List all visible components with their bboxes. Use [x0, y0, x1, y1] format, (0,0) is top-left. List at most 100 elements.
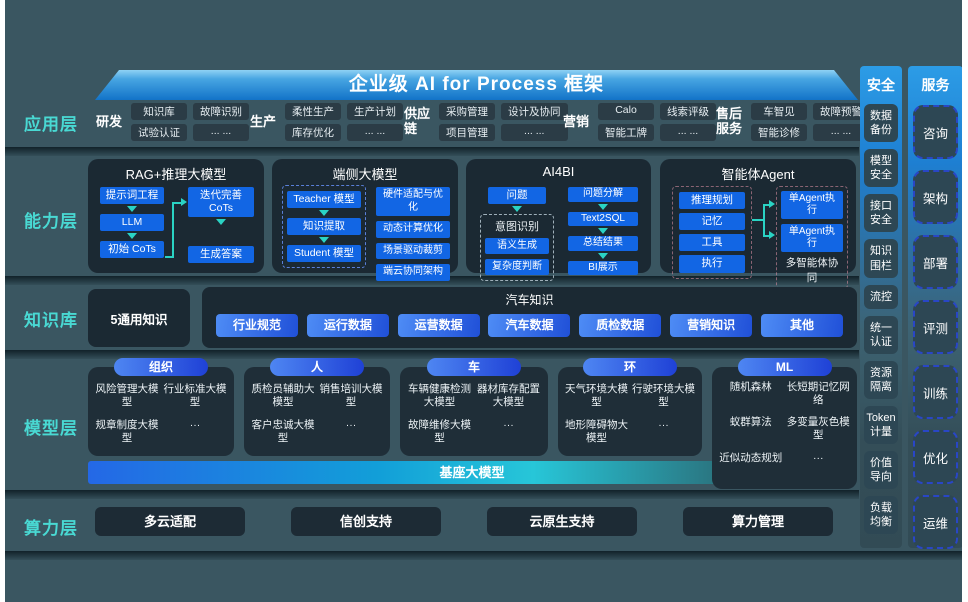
app-function-chip[interactable]: ... ...: [501, 124, 568, 141]
service-item[interactable]: 运维: [913, 495, 958, 549]
compute-button-row: 多云适配 信创支持 云原生支持 算力管理: [95, 507, 833, 536]
multi-agent-label: 多智能体协同: [785, 257, 839, 284]
flow-step-button[interactable]: 迭代完善CoTs: [188, 187, 254, 218]
flow-step-button[interactable]: BI展示: [568, 260, 638, 275]
multi-agent-group: 单Agent执行 单Agent执行 多智能体协同: [776, 186, 848, 289]
edge-optimization-list: 硬件适配与优化动态计算优化 场景驱动裁剪 端云协同架构: [376, 187, 450, 281]
question-button[interactable]: 问题: [488, 187, 546, 205]
model-group-pill: 车: [427, 358, 521, 376]
security-item[interactable]: 价值导向: [864, 451, 898, 490]
service-item[interactable]: 训练: [913, 365, 958, 419]
knowledge-button-row: 行业规范 运行数据 运营数据 汽车数据 质检数据 营销知识 其他: [202, 308, 857, 337]
flow-step-button[interactable]: Text2SQL: [568, 211, 638, 226]
single-agent-exec-button[interactable]: 单Agent执行: [781, 224, 843, 252]
page-margin-right: [962, 0, 968, 602]
arrow-down-icon: [598, 252, 608, 259]
security-item[interactable]: 接口安全: [864, 194, 898, 233]
model-group-pill: 组织: [114, 358, 208, 376]
layer-divider: [5, 350, 859, 359]
knowledge-category-button[interactable]: 运行数据: [306, 314, 389, 337]
service-item[interactable]: 咨询: [913, 105, 958, 159]
edge-optimization-button[interactable]: 动态计算优化: [376, 221, 450, 238]
agent-component-button[interactable]: 记忆: [679, 213, 745, 231]
app-function-chip[interactable]: 试验认证: [131, 124, 187, 141]
security-item[interactable]: 流控: [864, 284, 898, 309]
app-function-chip[interactable]: 库存优化: [285, 124, 341, 141]
flow-step-button[interactable]: 提示词工程: [100, 187, 164, 205]
knowledge-category-button[interactable]: 汽车数据: [488, 314, 571, 337]
app-function-chip[interactable]: Calo: [598, 103, 654, 120]
app-function-chip[interactable]: ... ...: [813, 124, 869, 141]
model-group-organization: 组织 风险管理大模型 行业标准大模型 规章制度大模型 ···: [88, 358, 234, 456]
agent-component-button[interactable]: 推理规划: [679, 192, 745, 210]
app-function-chip[interactable]: 车智见: [751, 103, 807, 120]
compute-capability-button[interactable]: 多云适配: [95, 507, 245, 536]
app-function-chip[interactable]: ... ...: [193, 124, 249, 141]
security-item-list: 数据备份模型安全接口安全知识围栏流控统一认证资源隔离 Token计量 价值导向负载均…: [860, 95, 902, 543]
agent-component-button[interactable]: 执行: [679, 255, 745, 273]
services-column: 服务 咨询 架构 部署 评测 训练 优化 运维: [908, 66, 963, 549]
security-item[interactable]: 数据备份: [864, 104, 898, 143]
knowledge-category-button[interactable]: 其他: [760, 314, 843, 337]
edge-optimization-button[interactable]: 端云协同架构: [376, 264, 450, 281]
security-item[interactable]: 负载均衡: [864, 496, 898, 535]
intent-item-button[interactable]: 复杂度判断: [485, 259, 549, 276]
app-chip-grid: Calo 线索评级 智能工牌 ... ...: [598, 103, 716, 141]
app-function-chip[interactable]: 设计及协同: [501, 103, 568, 120]
app-function-chip[interactable]: 生产计划: [347, 103, 403, 120]
capability-box-agent: 智能体Agent 推理规划 记忆 工具 执行 单Agent执行 单Agent执行 多智能…: [660, 159, 856, 289]
app-function-chip[interactable]: 故障识别: [193, 103, 249, 120]
edge-optimization-button[interactable]: 场景驱动裁剪: [376, 242, 450, 259]
service-item[interactable]: 评测: [913, 300, 958, 354]
app-function-chip[interactable]: ... ...: [347, 124, 403, 141]
app-chip-grid: 车智见 故障预警 智能诊修 ... ...: [751, 103, 869, 141]
app-function-chip[interactable]: 智能诊修: [751, 124, 807, 141]
agent-component-button[interactable]: 工具: [679, 234, 745, 252]
security-item[interactable]: 模型安全: [864, 149, 898, 188]
edge-optimization-button[interactable]: 硬件适配与优化: [376, 187, 450, 216]
compute-capability-button[interactable]: 算力管理: [683, 507, 833, 536]
compute-capability-button[interactable]: 信创支持: [291, 507, 441, 536]
flow-step-button[interactable]: 知识提取: [287, 218, 361, 236]
flow-step-button[interactable]: 初始 CoTs: [100, 241, 164, 259]
app-function-chip[interactable]: 故障预警: [813, 103, 869, 120]
model-item: 长短期记忆网络: [786, 381, 850, 407]
service-item[interactable]: 部署: [913, 235, 958, 289]
knowledge-category-button[interactable]: 质检数据: [579, 314, 662, 337]
app-chip-grid: 采购管理 设计及协同 项目管理 ... ...: [439, 103, 568, 141]
model-group-pill: 人: [270, 358, 364, 376]
app-function-chip[interactable]: 柔性生产: [285, 103, 341, 120]
layer-divider: [5, 551, 962, 560]
security-item[interactable]: Token计量: [864, 406, 898, 445]
model-group-person: 人 质检员辅助大模型 销售培训大模型 客户忠诚大模型 ···: [244, 358, 390, 456]
flow-step-button[interactable]: LLM: [100, 214, 164, 232]
flow-step-button[interactable]: 问题分解: [568, 187, 638, 202]
knowledge-category-button[interactable]: 营销知识: [670, 314, 753, 337]
app-function-chip[interactable]: 智能工牌: [598, 124, 654, 141]
app-group-production: 生产 柔性生产 生产计划 库存优化 ... ...: [250, 100, 403, 144]
app-function-chip[interactable]: 采购管理: [439, 103, 495, 120]
flow-step-button[interactable]: 总结结果: [568, 236, 638, 251]
app-function-chip[interactable]: 线索评级: [660, 103, 716, 120]
layer-divider: [5, 276, 859, 285]
service-item[interactable]: 优化: [913, 430, 958, 484]
arrow-down-icon: [512, 206, 522, 213]
knowledge-category-button[interactable]: 运营数据: [397, 314, 480, 337]
capability-box-ai4bi: AI4BI 问题 意图识别 语义生成 复杂度判断 问题分解 Text2SQL 总结结果…: [466, 159, 651, 282]
intent-item-button[interactable]: 语义生成: [485, 238, 549, 255]
service-item[interactable]: 架构: [913, 170, 958, 224]
security-item[interactable]: 知识围栏: [864, 239, 898, 278]
compute-capability-button[interactable]: 云原生支持: [487, 507, 637, 536]
app-function-chip[interactable]: 项目管理: [439, 124, 495, 141]
single-agent-exec-button[interactable]: 单Agent执行: [781, 191, 843, 219]
capability-box-title: RAG+推理大模型: [125, 167, 227, 182]
model-item: 行业标准大模型: [163, 383, 227, 409]
flow-step-button[interactable]: Student 模型: [287, 245, 361, 263]
knowledge-category-button[interactable]: 行业规范: [216, 314, 298, 337]
flow-step-button[interactable]: Teacher 模型: [287, 191, 361, 209]
security-item[interactable]: 统一认证: [864, 315, 898, 354]
app-function-chip[interactable]: 知识库: [131, 103, 187, 120]
app-function-chip[interactable]: ... ...: [660, 124, 716, 141]
security-item[interactable]: 资源隔离: [864, 360, 898, 400]
flow-step-button[interactable]: 生成答案: [188, 245, 254, 263]
